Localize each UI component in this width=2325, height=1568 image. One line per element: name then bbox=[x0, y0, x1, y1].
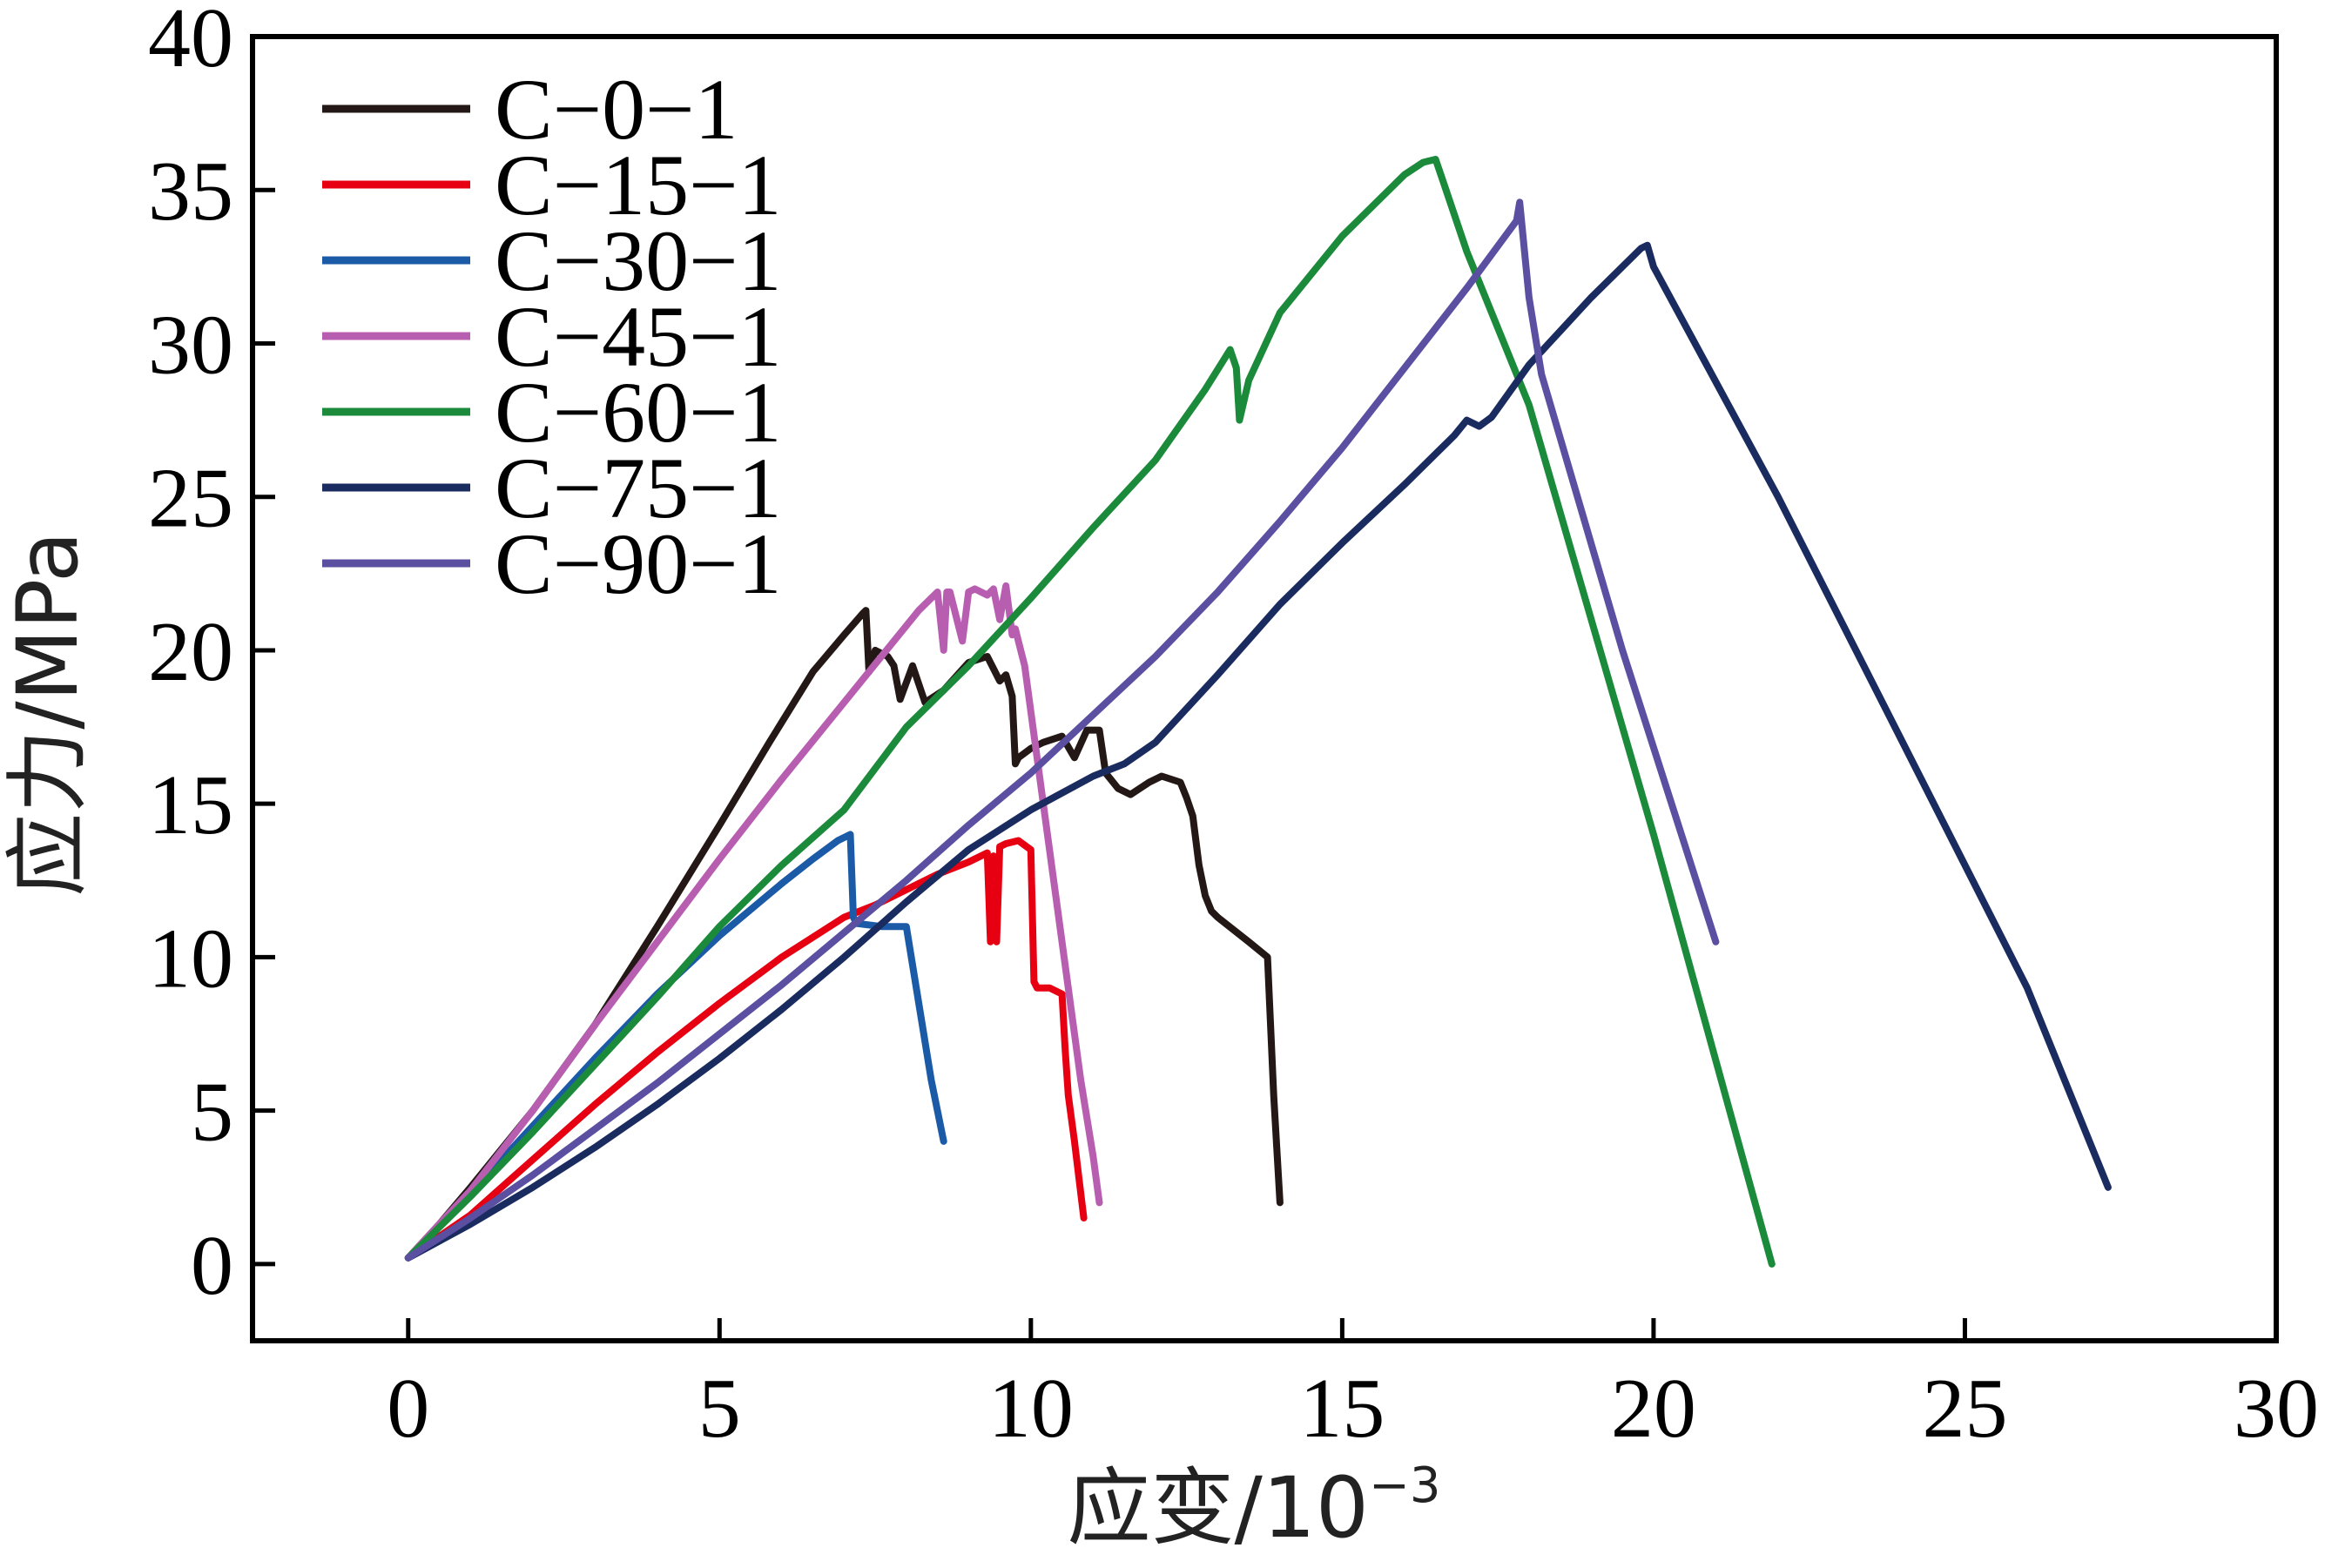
legend-label: C−60−1 bbox=[495, 364, 782, 461]
legend: C−0−1C−15−1C−30−1C−45−1C−60−1C−75−1C−90−… bbox=[322, 61, 782, 612]
y-axis-title: 应力/MPa bbox=[0, 531, 97, 897]
plot-frame bbox=[250, 34, 2279, 1343]
x-axis-ticks: 0 5 10 15 20 25 30 bbox=[387, 1318, 2319, 1456]
y-tick-label: 40 bbox=[148, 0, 233, 85]
y-tick-label: 35 bbox=[148, 145, 233, 239]
series-line-C−45−1 bbox=[404, 582, 1103, 1262]
x-tick-label: 30 bbox=[2234, 1362, 2319, 1456]
x-axis-title: 应变/10−3 bbox=[1067, 1457, 1440, 1557]
series-line-C−75−1 bbox=[404, 241, 2112, 1262]
x-tick-label: 10 bbox=[988, 1362, 1074, 1456]
y-tick-label: 5 bbox=[191, 1066, 233, 1160]
x-axis-title-exponent: −3 bbox=[1369, 1457, 1441, 1514]
series-line-C−15−1 bbox=[404, 837, 1088, 1262]
y-tick-label: 0 bbox=[191, 1219, 233, 1313]
x-tick-label: 0 bbox=[387, 1362, 429, 1456]
series-line-C−30−1 bbox=[404, 831, 947, 1262]
series-line-C−90−1 bbox=[404, 199, 1720, 1262]
y-tick-label: 25 bbox=[148, 452, 233, 546]
series-line-C−60−1 bbox=[404, 156, 1776, 1268]
legend-label: C−45−1 bbox=[495, 288, 782, 385]
x-tick-label: 15 bbox=[1299, 1362, 1385, 1456]
legend-label: C−30−1 bbox=[495, 212, 782, 309]
legend-label: C−75−1 bbox=[495, 440, 782, 536]
legend-label: C−15−1 bbox=[495, 137, 782, 233]
y-tick-label: 15 bbox=[148, 758, 233, 852]
plot-series-layer bbox=[404, 156, 2112, 1268]
series-line-C−0−1 bbox=[404, 607, 1284, 1262]
x-tick-label: 20 bbox=[1611, 1362, 1696, 1456]
x-axis-title-base: 应变/10 bbox=[1067, 1459, 1369, 1557]
y-tick-label: 30 bbox=[148, 298, 233, 392]
legend-label: C−90−1 bbox=[495, 515, 782, 612]
legend-label: C−0−1 bbox=[495, 61, 738, 158]
y-axis-ticks: 0 5 10 15 20 25 30 35 40 bbox=[148, 0, 275, 1313]
y-tick-label: 10 bbox=[148, 912, 233, 1006]
y-tick-label: 20 bbox=[148, 605, 233, 699]
x-tick-label: 25 bbox=[1922, 1362, 2007, 1456]
x-tick-label: 5 bbox=[698, 1362, 741, 1456]
